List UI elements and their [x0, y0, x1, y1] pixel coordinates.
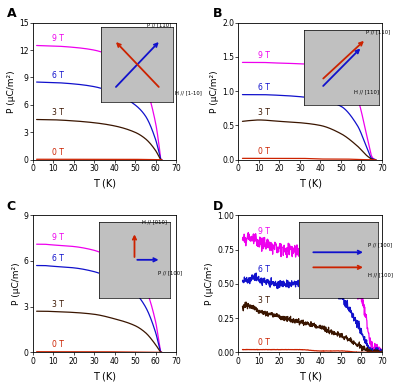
Text: 6 T: 6 T — [258, 83, 270, 92]
Text: 0 T: 0 T — [258, 338, 270, 347]
Y-axis label: P (μC/m²): P (μC/m²) — [206, 263, 214, 305]
X-axis label: T (K): T (K) — [299, 371, 322, 381]
Text: 3 T: 3 T — [52, 108, 64, 117]
Text: 9 T: 9 T — [258, 51, 270, 60]
Y-axis label: P (μC/m²): P (μC/m²) — [210, 70, 219, 113]
Text: A: A — [7, 7, 16, 20]
Y-axis label: P (μC/m²): P (μC/m²) — [7, 70, 16, 113]
Text: 6 T: 6 T — [52, 71, 64, 80]
Text: C: C — [7, 199, 16, 213]
Text: 3 T: 3 T — [258, 296, 270, 305]
Text: 9 T: 9 T — [258, 227, 270, 236]
Text: 0 T: 0 T — [258, 147, 270, 156]
Y-axis label: P (μC/m²): P (μC/m²) — [12, 263, 21, 305]
Text: 3 T: 3 T — [258, 108, 270, 118]
Text: 9 T: 9 T — [52, 233, 64, 242]
X-axis label: T (K): T (K) — [93, 371, 116, 381]
Text: 0 T: 0 T — [52, 147, 64, 156]
Text: 0 T: 0 T — [52, 340, 64, 349]
Text: B: B — [212, 7, 222, 20]
Text: 6 T: 6 T — [258, 265, 270, 274]
Text: 9 T: 9 T — [52, 34, 64, 43]
X-axis label: T (K): T (K) — [93, 178, 116, 189]
Text: 3 T: 3 T — [52, 300, 64, 308]
X-axis label: T (K): T (K) — [299, 178, 322, 189]
Text: D: D — [212, 199, 223, 213]
Text: 6 T: 6 T — [52, 254, 64, 263]
